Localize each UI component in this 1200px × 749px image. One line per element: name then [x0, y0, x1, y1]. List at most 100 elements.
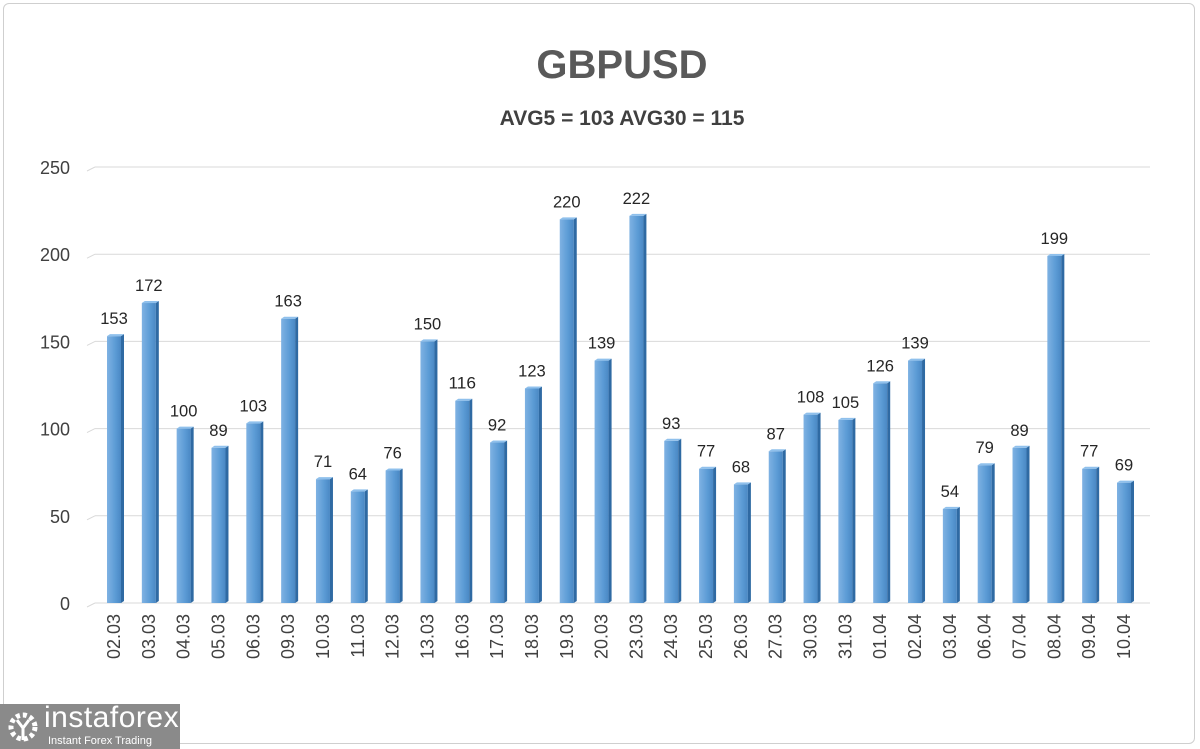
x-tick-label: 11.03 [348, 614, 368, 658]
bar-side [573, 217, 577, 603]
data-label: 222 [623, 189, 651, 208]
gridline-depth [86, 166, 96, 172]
data-label: 79 [975, 438, 993, 457]
bar-side [991, 463, 995, 603]
bar [768, 451, 783, 603]
bar-top [977, 463, 995, 466]
data-label: 172 [135, 276, 163, 295]
bar-top [420, 339, 438, 342]
data-label: 89 [1010, 421, 1028, 440]
x-tick-label: 01.04 [870, 614, 890, 659]
bar-side [504, 440, 508, 603]
x-tick-label: 03.03 [139, 614, 159, 659]
bar [350, 491, 365, 603]
x-tick-label: 19.03 [557, 614, 577, 659]
bar [385, 470, 400, 603]
x-tick-label: 26.03 [731, 614, 751, 659]
bar [455, 400, 470, 603]
gridline-depth [86, 602, 96, 608]
y-tick-label: 250 [40, 158, 70, 178]
bar-top [246, 421, 264, 424]
y-tick-label: 0 [60, 594, 70, 614]
bar-top [873, 381, 891, 384]
data-label: 69 [1115, 456, 1133, 475]
x-tick-label: 27.03 [766, 614, 786, 659]
bar-side [713, 466, 717, 603]
bar [664, 440, 679, 603]
bar [803, 414, 818, 603]
x-tick-label: 04.03 [174, 614, 194, 659]
y-tick-label: 150 [40, 332, 70, 352]
bar-top [838, 417, 856, 420]
x-tick-label: 08.04 [1044, 614, 1064, 659]
bar [176, 428, 191, 603]
bar-side [956, 506, 960, 603]
y-tick-label: 50 [50, 507, 70, 527]
data-label: 153 [100, 309, 128, 328]
bar-top [141, 301, 159, 304]
bar-side [469, 398, 473, 603]
data-label: 89 [209, 421, 227, 440]
x-tick-label: 05.03 [208, 614, 228, 659]
bar [594, 360, 609, 603]
chart-subtitle: AVG5 = 103 AVG30 = 115 [500, 107, 745, 130]
bar-side [155, 301, 159, 603]
bar-top [664, 438, 682, 441]
data-label: 108 [797, 388, 825, 407]
gridline-depth [86, 340, 96, 346]
bar-top [1012, 445, 1030, 448]
data-label: 116 [448, 374, 476, 393]
data-label: 199 [1041, 229, 1069, 248]
data-label: 93 [662, 414, 680, 433]
bar-side [608, 358, 612, 603]
data-label: 123 [518, 361, 546, 380]
chart-title: GBPUSD [536, 43, 707, 87]
bar [908, 360, 923, 603]
bar-top [490, 440, 508, 443]
bar-side [121, 334, 124, 603]
bar-top [803, 412, 821, 415]
bar [1117, 482, 1131, 603]
bar-top [107, 334, 124, 337]
x-tick-label: 20.03 [592, 614, 612, 659]
bar-top [524, 386, 542, 389]
data-label: 77 [1080, 442, 1098, 461]
chart-frame [3, 3, 1195, 744]
bar-top [594, 358, 612, 361]
bar-top [733, 482, 751, 485]
gridline-depth [86, 428, 96, 434]
bar-side [1061, 253, 1065, 603]
bar [420, 341, 435, 603]
bar [524, 388, 539, 603]
data-label: 100 [170, 402, 198, 421]
x-tick-label: 03.04 [940, 614, 960, 659]
bar-top [908, 358, 926, 361]
bar-side [643, 213, 647, 603]
data-label: 220 [553, 192, 581, 211]
bar [246, 423, 261, 603]
bar-side [190, 426, 194, 603]
bar [1082, 468, 1097, 603]
bar-side [922, 358, 926, 603]
x-tick-label: 10.04 [1114, 614, 1134, 659]
bar-top [350, 489, 368, 492]
bar-top [559, 217, 577, 220]
data-label: 68 [732, 457, 750, 476]
data-label: 92 [488, 416, 506, 435]
bar-side [1131, 480, 1134, 603]
x-tick-label: 06.03 [243, 614, 263, 659]
bar-top [768, 449, 786, 452]
bar-top [699, 466, 717, 469]
bar-top [942, 506, 960, 509]
data-label: 139 [588, 334, 616, 353]
logo-brand: instaforex [44, 704, 180, 734]
bar [315, 479, 330, 603]
bar-side [225, 445, 229, 603]
data-label: 76 [383, 443, 401, 462]
bar-side [329, 477, 333, 603]
bar [141, 303, 156, 603]
bar-side [399, 468, 403, 603]
bar-side [434, 339, 438, 603]
x-tick-label: 09.03 [278, 614, 298, 659]
